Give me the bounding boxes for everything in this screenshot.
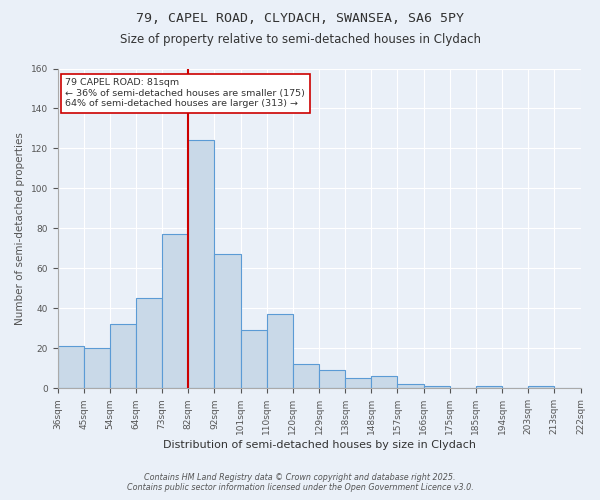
Bar [267,314,293,388]
Bar [528,386,554,388]
Bar [58,346,83,389]
Bar [83,348,110,389]
Bar [476,386,502,388]
Bar [188,140,214,388]
Text: 79, CAPEL ROAD, CLYDACH, SWANSEA, SA6 5PY: 79, CAPEL ROAD, CLYDACH, SWANSEA, SA6 5P… [136,12,464,26]
Bar [241,330,267,388]
Text: Contains HM Land Registry data © Crown copyright and database right 2025.
Contai: Contains HM Land Registry data © Crown c… [127,473,473,492]
Bar [293,364,319,388]
Text: 79 CAPEL ROAD: 81sqm
← 36% of semi-detached houses are smaller (175)
64% of semi: 79 CAPEL ROAD: 81sqm ← 36% of semi-detac… [65,78,305,108]
Bar [345,378,371,388]
Bar [397,384,424,388]
Bar [162,234,188,388]
Bar [136,298,162,388]
Bar [214,254,241,388]
Bar [424,386,450,388]
X-axis label: Distribution of semi-detached houses by size in Clydach: Distribution of semi-detached houses by … [163,440,476,450]
Bar [319,370,345,388]
Bar [110,324,136,388]
Y-axis label: Number of semi-detached properties: Number of semi-detached properties [15,132,25,325]
Bar [371,376,397,388]
Text: Size of property relative to semi-detached houses in Clydach: Size of property relative to semi-detach… [119,32,481,46]
